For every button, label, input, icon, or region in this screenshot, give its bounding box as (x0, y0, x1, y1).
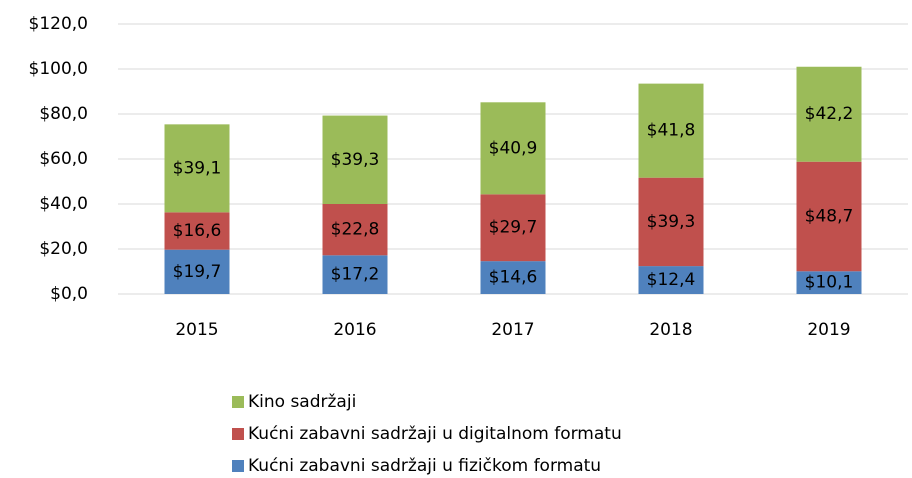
y-tick-label: $0,0 (50, 284, 88, 304)
data-label: $17,2 (331, 265, 380, 285)
legend-swatch (232, 396, 244, 408)
bar-segment (480, 194, 546, 262)
legend-label: Kućni zabavni sadržaji u fizičkom format… (248, 456, 601, 476)
x-tick-label: 2019 (807, 320, 850, 340)
bar-segment (322, 115, 388, 204)
data-label: $14,6 (489, 268, 538, 288)
bar-segment (638, 266, 704, 294)
bar-segment (796, 271, 862, 294)
y-tick-label: $60,0 (39, 149, 88, 169)
data-label: $12,4 (647, 270, 696, 290)
bar-segment (322, 204, 388, 256)
x-tick-label: 2018 (649, 320, 692, 340)
legend-swatch (232, 460, 244, 472)
data-label: $41,8 (647, 121, 696, 141)
data-label: $48,7 (805, 206, 854, 226)
data-label: $39,3 (647, 212, 696, 232)
data-label: $39,1 (173, 158, 222, 178)
data-label: $10,1 (805, 273, 854, 293)
x-tick-label: 2015 (175, 320, 218, 340)
data-label: $42,2 (805, 104, 854, 124)
data-label: $39,3 (331, 150, 380, 170)
legend-label: Kućni zabavni sadržaji u digitalnom form… (248, 424, 622, 444)
bar-segment (796, 161, 862, 272)
bar-segment (480, 102, 546, 195)
y-tick-label: $80,0 (39, 104, 88, 124)
data-label: $29,7 (489, 218, 538, 238)
bar-segment (480, 261, 546, 294)
legend-label: Kino sadržaji (248, 392, 356, 412)
bar-segment (164, 124, 230, 213)
bar-segment (164, 249, 230, 294)
bar-segment (638, 177, 704, 267)
data-label: $19,7 (173, 262, 222, 282)
data-label: $40,9 (489, 138, 538, 158)
legend-swatch (232, 428, 244, 440)
bar-segment (322, 255, 388, 294)
bar-segment (164, 212, 230, 250)
x-tick-label: 2016 (333, 320, 376, 340)
bar-segment (796, 66, 862, 162)
bar-segment (638, 83, 704, 178)
y-tick-label: $100,0 (29, 59, 88, 79)
y-tick-label: $20,0 (39, 239, 88, 259)
y-tick-label: $120,0 (29, 14, 88, 34)
y-tick-label: $40,0 (39, 194, 88, 214)
data-label: $22,8 (331, 220, 380, 240)
data-label: $16,6 (173, 221, 222, 241)
x-tick-label: 2017 (491, 320, 534, 340)
